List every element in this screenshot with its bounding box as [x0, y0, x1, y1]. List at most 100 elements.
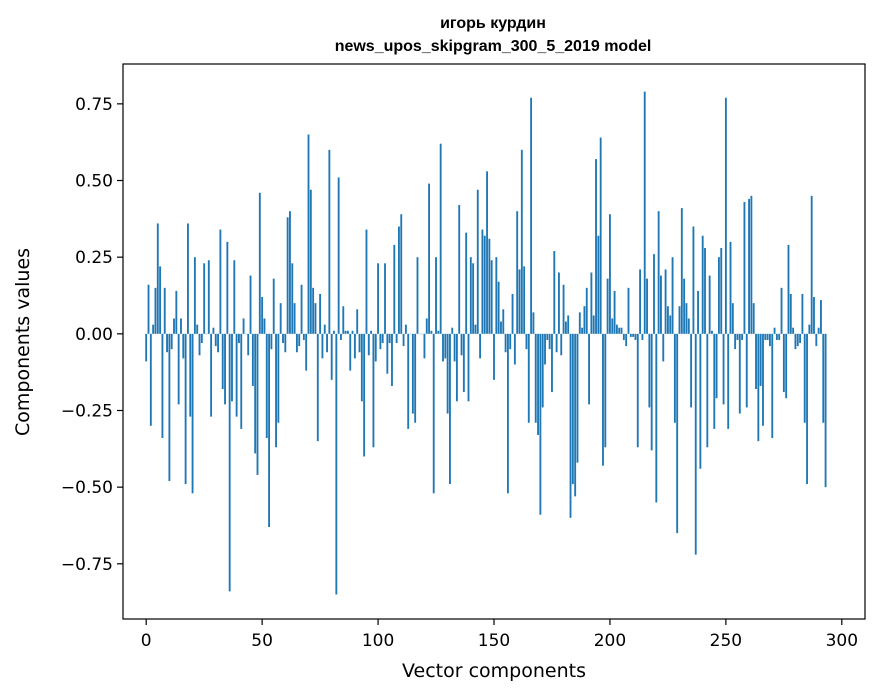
bar [571, 333, 574, 485]
bar [636, 333, 639, 448]
bar [238, 333, 240, 344]
bar [282, 333, 284, 344]
bar [764, 333, 767, 340]
bar [298, 333, 301, 347]
bar [193, 257, 196, 334]
bar [511, 293, 514, 334]
bar [242, 318, 245, 334]
bar [286, 217, 289, 334]
bar [344, 330, 347, 334]
bar [449, 333, 451, 485]
y-axis-ticks: −0.75 −0.50 −0.25 0.00 0.25 0.50 0.75 [61, 95, 123, 575]
bar [279, 303, 282, 334]
bar [820, 300, 822, 334]
x-tick-label: 300 [826, 631, 858, 651]
bar [224, 333, 226, 405]
bar [558, 272, 560, 334]
bar [337, 177, 340, 334]
bar [532, 312, 535, 334]
bar [660, 275, 662, 334]
bar [170, 333, 173, 350]
bar [465, 232, 468, 334]
bar [741, 333, 744, 340]
y-tick-label: −0.25 [61, 401, 113, 421]
bar [358, 333, 361, 353]
y-tick-label: 0.75 [75, 95, 113, 115]
bar [395, 333, 398, 344]
bar [808, 324, 811, 334]
bar [467, 333, 470, 402]
bar [646, 278, 648, 334]
bar [411, 333, 414, 414]
bar [574, 333, 577, 497]
bar [156, 223, 159, 334]
bar [759, 333, 762, 386]
bar [226, 241, 229, 334]
bar [799, 333, 802, 344]
bar [592, 315, 595, 334]
bar [773, 327, 776, 334]
bar [632, 333, 635, 337]
x-axis-ticks: 0 50 100 150 200 250 300 [141, 619, 858, 651]
bar [469, 257, 472, 334]
bar [474, 324, 477, 334]
bar [381, 333, 384, 344]
bar [815, 333, 818, 347]
bar [377, 263, 379, 334]
bar [312, 287, 315, 334]
bar [708, 275, 711, 334]
bar [757, 333, 760, 442]
bar [666, 306, 669, 334]
bar [159, 266, 162, 334]
bar [520, 149, 523, 334]
bar [161, 333, 164, 439]
bar [203, 263, 206, 334]
bar [748, 198, 750, 334]
bar [314, 303, 317, 334]
x-tick-label: 150 [478, 631, 510, 651]
bar [697, 290, 699, 334]
bar [792, 327, 795, 334]
bar [717, 257, 720, 334]
bar [750, 195, 753, 334]
bar [613, 290, 616, 334]
bar [407, 333, 410, 429]
bar [289, 211, 291, 334]
bar [416, 257, 419, 334]
bar [685, 303, 688, 334]
bar [595, 159, 597, 334]
bar [569, 333, 572, 518]
bar [367, 333, 370, 356]
bar [388, 333, 391, 344]
bar [724, 97, 727, 334]
bar [567, 315, 570, 334]
bar [731, 303, 734, 334]
bar [442, 333, 444, 362]
y-tick-label: −0.75 [61, 555, 113, 575]
bar [221, 333, 224, 390]
bar [653, 254, 655, 334]
bar [743, 201, 746, 334]
bar [775, 333, 778, 340]
y-tick-label: 0.25 [75, 248, 113, 268]
bar [351, 330, 354, 334]
bar [641, 333, 644, 340]
bar [495, 257, 498, 334]
bar [414, 333, 417, 423]
bar [734, 333, 737, 350]
bar [534, 333, 537, 423]
bar [762, 333, 764, 426]
bar [233, 260, 236, 334]
bar [497, 281, 500, 334]
bar [692, 226, 695, 334]
bar [625, 333, 628, 347]
bar [370, 330, 373, 334]
bar [629, 333, 632, 337]
plot-frame [122, 63, 866, 620]
bar [771, 333, 774, 439]
bar [309, 189, 312, 334]
bar [683, 278, 686, 334]
bar [384, 263, 386, 334]
bar [585, 287, 588, 334]
